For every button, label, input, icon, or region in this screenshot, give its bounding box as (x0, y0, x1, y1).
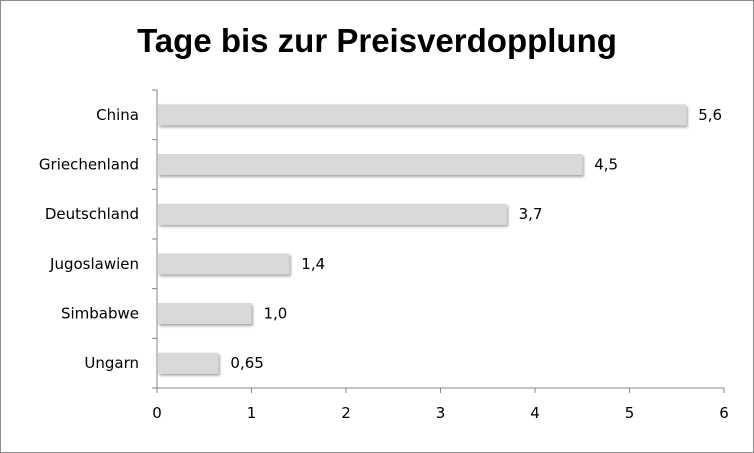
bar (158, 352, 219, 374)
data-label: 1,0 (264, 305, 288, 323)
category-label: Simbabwe (61, 305, 139, 323)
bar (158, 203, 507, 225)
bar (158, 253, 290, 275)
category-label: Ungarn (84, 354, 139, 372)
category-label: China (96, 106, 139, 124)
category-label: Deutschland (45, 205, 139, 223)
chart-title: Tage bis zur Preisverdopplung (137, 22, 617, 59)
x-tick-label: 6 (719, 404, 729, 422)
x-tick-label: 1 (247, 404, 257, 422)
x-tick-label: 0 (152, 404, 162, 422)
data-label: 5,6 (698, 106, 722, 124)
x-tick-label: 2 (341, 404, 351, 422)
bar (158, 303, 252, 324)
data-label: 4,5 (594, 156, 618, 174)
data-label: 1,4 (301, 255, 325, 273)
bar (158, 104, 687, 126)
x-tick-label: 4 (530, 404, 540, 422)
x-tick-label: 5 (625, 404, 635, 422)
data-label: 3,7 (519, 205, 543, 223)
x-tick-label: 3 (436, 404, 446, 422)
category-label: Griechenland (39, 156, 139, 174)
data-label: 0,65 (230, 354, 263, 372)
category-label: Jugoslawien (49, 255, 139, 273)
bar (158, 154, 583, 175)
